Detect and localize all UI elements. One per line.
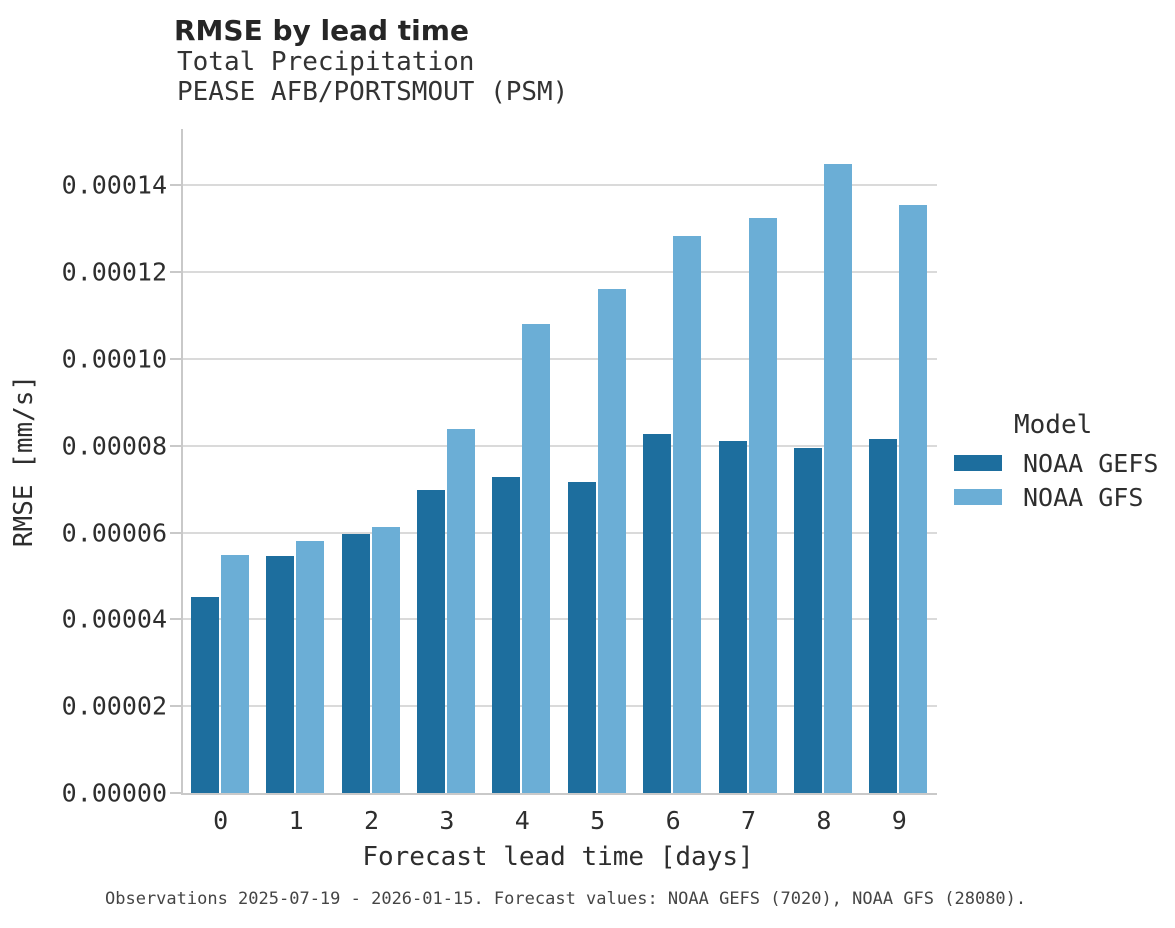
bar-noaa-gfs-day-8 bbox=[823, 163, 852, 793]
chart-title: RMSE by lead time bbox=[174, 14, 469, 47]
gridline bbox=[183, 358, 937, 361]
caption: Observations 2025-07-19 - 2026-01-15. Fo… bbox=[105, 889, 1027, 909]
gridline bbox=[183, 705, 937, 708]
bar-noaa-gefs-day-3 bbox=[416, 489, 445, 793]
x-tick-label: 2 bbox=[363, 806, 380, 835]
y-tick-mark bbox=[170, 531, 181, 534]
bar-noaa-gfs-day-1 bbox=[296, 540, 325, 793]
bar-noaa-gefs-day-6 bbox=[643, 433, 672, 793]
bar-noaa-gefs-day-7 bbox=[718, 440, 747, 793]
bar-noaa-gefs-day-5 bbox=[567, 482, 596, 793]
legend-swatch bbox=[954, 489, 1002, 505]
x-tick-label: 3 bbox=[439, 806, 455, 835]
bar-noaa-gfs-day-5 bbox=[597, 289, 626, 793]
x-tick-label: 4 bbox=[514, 806, 530, 835]
gridline bbox=[183, 444, 937, 447]
legend: Model NOAA GEFS NOAA GFS bbox=[954, 410, 1158, 514]
y-tick-mark bbox=[170, 705, 181, 708]
x-axis-label: Forecast lead time [days] bbox=[362, 842, 754, 872]
y-tick-mark bbox=[170, 358, 181, 361]
x-tick-label: 9 bbox=[891, 806, 907, 835]
y-tick-mark bbox=[170, 618, 181, 621]
bar-noaa-gfs-day-9 bbox=[899, 204, 928, 793]
y-tick-label: 0.00014 bbox=[61, 170, 167, 200]
gridline bbox=[183, 184, 937, 187]
x-tick-label: 0 bbox=[213, 806, 229, 835]
gridline bbox=[183, 271, 937, 274]
legend-rows: NOAA GEFS NOAA GFS bbox=[954, 446, 1158, 514]
y-tick-label: 0.00006 bbox=[61, 518, 167, 548]
gridline bbox=[183, 531, 937, 534]
y-tick-mark bbox=[170, 444, 181, 447]
bar-noaa-gfs-day-4 bbox=[522, 323, 551, 793]
bar-noaa-gefs-day-2 bbox=[341, 534, 370, 793]
x-tick-label: 7 bbox=[740, 806, 757, 835]
bar-noaa-gefs-day-1 bbox=[266, 556, 295, 793]
x-tick-labels: 0 1 2 3 4 5 6 7 8 9 bbox=[183, 806, 937, 836]
y-tick-label: 0.00000 bbox=[61, 778, 167, 808]
legend-entry-label: NOAA GFS bbox=[1023, 482, 1144, 512]
chart-subtitle: Total Precipitation PEASE AFB/PORTSMOUT … bbox=[177, 47, 568, 107]
y-tick-label: 0.00012 bbox=[61, 257, 167, 287]
bar-noaa-gfs-day-7 bbox=[748, 218, 777, 793]
bar-noaa-gefs-day-4 bbox=[492, 476, 521, 793]
gridline bbox=[183, 618, 937, 621]
y-tick-mark bbox=[170, 271, 181, 274]
bar-noaa-gfs-day-6 bbox=[673, 235, 702, 793]
legend-title: Model bbox=[1014, 410, 1093, 440]
bar-noaa-gefs-day-8 bbox=[793, 447, 822, 793]
bar-noaa-gefs-day-0 bbox=[190, 596, 219, 793]
bar-noaa-gfs-day-0 bbox=[220, 554, 249, 793]
bar-noaa-gfs-day-3 bbox=[446, 428, 475, 793]
y-tick-mark bbox=[170, 792, 181, 794]
x-tick-label: 5 bbox=[590, 806, 606, 835]
y-tick-label: 0.00002 bbox=[61, 691, 167, 721]
subtitle-station: PEASE AFB/PORTSMOUT (PSM) bbox=[177, 77, 569, 107]
y-tick-label: 0.00008 bbox=[61, 431, 167, 461]
legend-entry-label: NOAA GEFS bbox=[1023, 448, 1159, 478]
y-tick-labels: 0.00000 0.00002 0.00004 0.00006 0.00008 0.000… bbox=[0, 129, 167, 808]
bar-noaa-gefs-day-9 bbox=[869, 438, 898, 793]
y-tick-mark bbox=[170, 184, 181, 187]
legend-entry: NOAA GFS bbox=[954, 480, 1158, 514]
y-tick-label: 0.00010 bbox=[61, 344, 167, 374]
x-tick-label: 6 bbox=[665, 806, 681, 835]
legend-swatch bbox=[954, 455, 1002, 471]
bar-noaa-gfs-day-2 bbox=[371, 526, 400, 793]
plot-area bbox=[170, 129, 937, 795]
x-tick-label: 1 bbox=[288, 806, 304, 835]
x-tick-label: 8 bbox=[816, 806, 832, 835]
legend-entry: NOAA GEFS bbox=[954, 446, 1158, 480]
subtitle-variable: Total Precipitation bbox=[177, 47, 475, 77]
y-tick-label: 0.00004 bbox=[61, 604, 167, 634]
